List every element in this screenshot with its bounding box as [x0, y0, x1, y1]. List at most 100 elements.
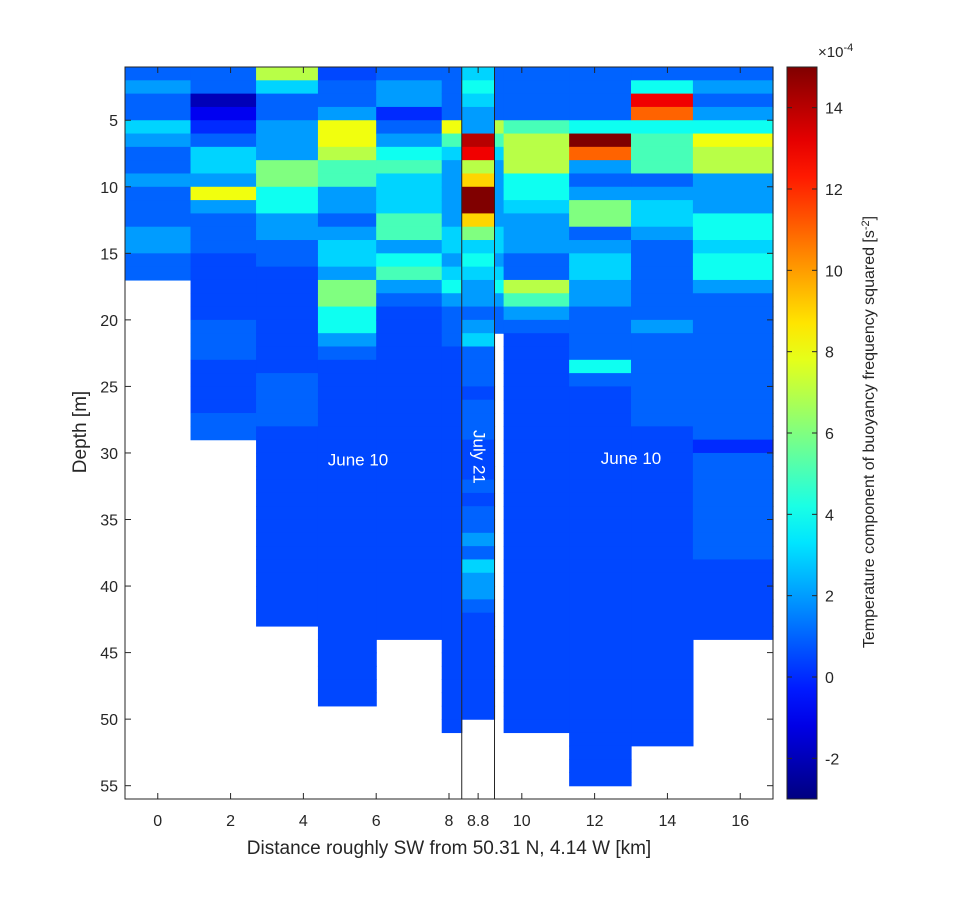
heatmap-cell [317, 652, 377, 667]
heatmap-cell [256, 612, 319, 627]
heatmap-cell [190, 240, 257, 254]
heatmap-cell [190, 413, 257, 427]
heatmap-cell [376, 226, 443, 241]
heatmap-cell [441, 546, 463, 561]
heatmap-cell [569, 679, 632, 694]
heatmap-cell [569, 705, 632, 720]
heatmap-cell [461, 705, 496, 720]
heatmap-cell [503, 186, 570, 201]
heatmap-cell [317, 439, 377, 454]
heatmap-cell [256, 146, 319, 161]
heatmap-cell [441, 359, 463, 374]
colorbar-multiplier: ×10-4 [818, 42, 853, 61]
heatmap-cell [494, 173, 505, 188]
heatmap-cell [692, 67, 774, 81]
heatmap-cell [503, 67, 570, 81]
heatmap-cell [503, 146, 570, 161]
colorbar-tick-label: 2 [825, 589, 834, 606]
heatmap-cell [569, 759, 632, 773]
y-tick-label: 10 [100, 180, 118, 197]
heatmap-cell [317, 452, 377, 467]
heatmap-cell [569, 413, 632, 427]
heatmap-cell [631, 93, 694, 108]
y-tick-label: 15 [100, 246, 118, 263]
heatmap-cell [256, 80, 319, 95]
heatmap-cell [461, 506, 496, 521]
heatmap-cell [494, 120, 505, 135]
heatmap-cell [317, 572, 377, 587]
heatmap-cell [569, 266, 632, 281]
heatmap-cell [317, 399, 377, 414]
heatmap-cell [503, 106, 570, 121]
heatmap-cell [692, 452, 774, 467]
heatmap-cell [461, 479, 496, 494]
heatmap-cell [461, 559, 496, 574]
heatmap-cell [569, 772, 632, 787]
heatmap-cell [503, 373, 570, 388]
heatmap-cell [461, 120, 496, 135]
heatmap-cell [376, 293, 443, 308]
heatmap-cell [461, 80, 496, 95]
heatmap-cell [441, 532, 463, 547]
annotations: June 10 July 21 June 10 [328, 430, 662, 484]
heatmap-cell [376, 253, 443, 268]
heatmap-cell [692, 213, 774, 228]
heatmap-cell [461, 679, 496, 694]
heatmap-cell [317, 253, 377, 268]
heatmap-cell [494, 146, 505, 161]
heatmap-cell [569, 213, 632, 228]
heatmap-cell [569, 306, 632, 321]
heatmap-cell [317, 479, 377, 494]
heatmap-cell [569, 67, 632, 81]
heatmap-cell [503, 639, 570, 654]
heatmap-cell [569, 625, 632, 640]
heatmap-cell [569, 586, 632, 600]
heatmap-cell [631, 120, 694, 135]
heatmap-cell [441, 133, 463, 148]
heatmap-cell [503, 93, 570, 108]
heatmap-cell [256, 559, 319, 574]
heatmap-cell [692, 160, 774, 175]
heatmap-cell [631, 253, 694, 268]
heatmap-cell [503, 319, 570, 334]
heatmap-cell [461, 546, 496, 561]
heatmap-cell [461, 639, 496, 654]
y-tick-label: 20 [100, 313, 118, 330]
heatmap-cell [631, 333, 694, 348]
heatmap-cell [631, 173, 694, 188]
heatmap-cell [692, 106, 774, 121]
heatmap-cell [461, 146, 496, 161]
heatmap-cell [494, 293, 505, 308]
heatmap-cell [503, 359, 570, 374]
heatmap-cell [569, 466, 632, 481]
heatmap-cell [190, 386, 257, 401]
heatmap-cell [503, 240, 570, 254]
heatmap-cell [125, 240, 192, 254]
heatmap-cell [125, 226, 192, 241]
heatmap-cell [317, 266, 377, 281]
heatmap-cell [461, 652, 496, 667]
heatmap-cell [569, 133, 632, 148]
heatmap-cell [569, 253, 632, 268]
heatmap-cell [692, 492, 774, 507]
heatmap-cell [256, 572, 319, 587]
heatmap-cell [461, 519, 496, 534]
heatmap-cell [569, 439, 632, 454]
colorbar-tick-label: 14 [825, 101, 843, 118]
heatmap-cell [631, 266, 694, 281]
heatmap-cell [569, 146, 632, 161]
heatmap-cell [503, 413, 570, 427]
heatmap-cell [317, 120, 377, 135]
heatmap-cell [494, 200, 505, 214]
heatmap-cell [376, 506, 443, 521]
heatmap-cell [631, 625, 694, 640]
heatmap-cell [376, 625, 443, 640]
heatmap-cell [494, 80, 505, 95]
heatmap-cell [692, 359, 774, 374]
heatmap-cell [503, 306, 570, 321]
heatmap-cell [461, 306, 496, 321]
colorbar-tick-label: 4 [825, 507, 834, 524]
heatmap-cell [494, 319, 505, 334]
heatmap-cell [317, 586, 377, 600]
